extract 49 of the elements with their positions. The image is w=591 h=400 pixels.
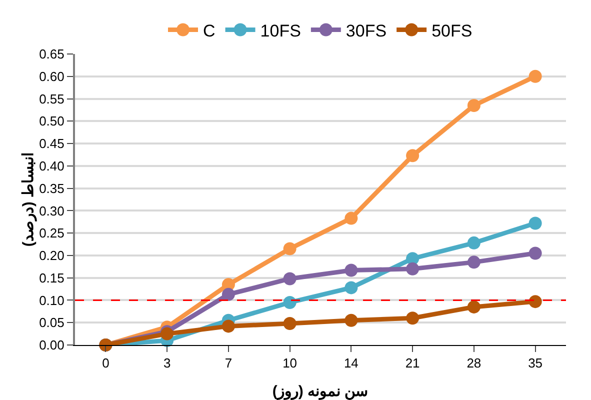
y-tick-label: 0.10	[39, 292, 64, 308]
x-tick-label: 0	[102, 356, 110, 371]
point	[283, 272, 296, 286]
x-tick-label: 28	[466, 356, 482, 371]
y-tick-label: 0.60	[39, 68, 64, 84]
x-tick-label: 21	[405, 356, 420, 371]
point	[222, 320, 235, 333]
legend-label: 10FS	[260, 21, 301, 40]
x-tick-label: 3	[163, 356, 171, 371]
x-tick-label: 10	[282, 356, 298, 371]
point	[406, 312, 420, 325]
y-tick-label: 0.30	[39, 203, 64, 218]
legend-label: 30FS	[346, 21, 387, 40]
x-axis-title: سن نمونه (روز)	[272, 383, 369, 400]
point	[467, 300, 480, 314]
point	[283, 296, 296, 309]
y-tick-label: 0.40	[39, 158, 64, 174]
y-tick-label: 0.65	[39, 46, 64, 62]
x-tick-label: 14	[344, 356, 358, 371]
y-tick-label: 0.15	[39, 270, 64, 286]
point	[283, 317, 296, 330]
y-axis-title: انبساط (درصد)	[20, 152, 38, 247]
point	[528, 246, 542, 260]
point	[467, 236, 480, 250]
point	[528, 295, 542, 308]
point	[406, 149, 420, 162]
point	[528, 216, 542, 230]
point	[344, 281, 358, 294]
point	[528, 70, 542, 83]
point	[467, 98, 480, 112]
x-tick-label: 7	[224, 356, 232, 371]
y-tick-label: 0.25	[39, 226, 64, 241]
point	[467, 256, 480, 269]
point	[344, 264, 358, 277]
x-tick-label: 35	[528, 356, 543, 371]
y-tick-label: 0.05	[39, 315, 64, 330]
legend-label: 50FS	[432, 21, 472, 40]
y-tick-label: 0.50	[39, 114, 64, 129]
y-tick-label: 0.45	[39, 136, 64, 152]
point	[344, 212, 358, 225]
y-tick-label: 0.20	[39, 248, 64, 264]
point	[344, 314, 358, 327]
point	[222, 288, 235, 301]
y-tick-label: 0.55	[39, 91, 64, 106]
point	[406, 262, 420, 276]
y-tick-label: 0.35	[39, 180, 64, 196]
point	[283, 242, 296, 256]
legend-label: C	[203, 21, 216, 40]
y-tick-label: 0.00	[39, 338, 64, 353]
